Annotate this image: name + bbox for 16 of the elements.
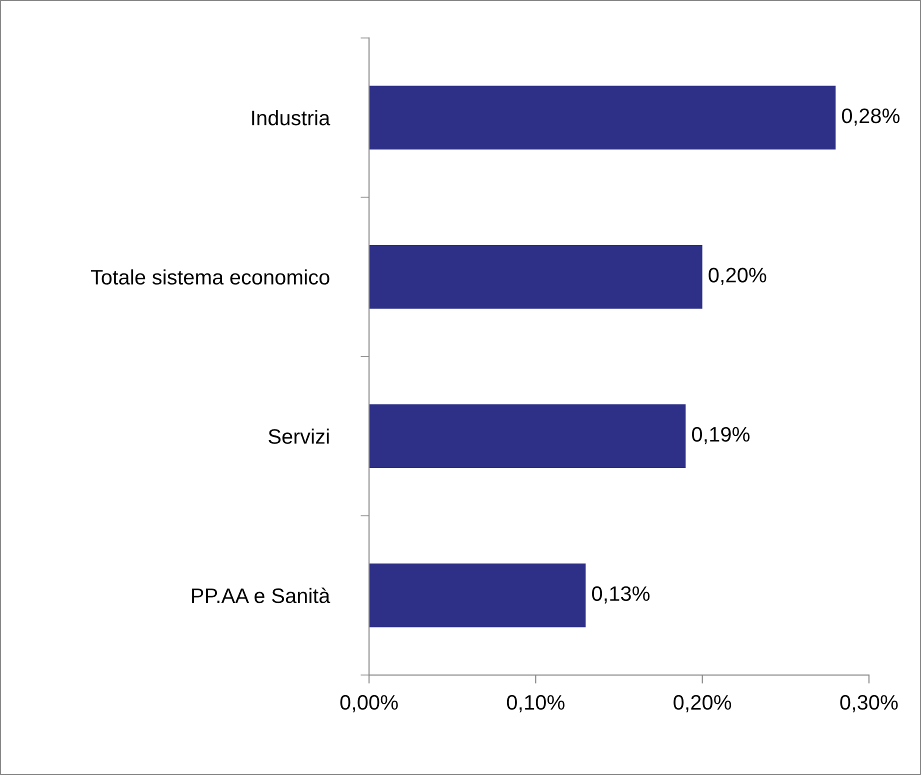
x-tick-label: 0,10% (506, 695, 564, 712)
bar (369, 245, 702, 309)
y-tick-label: Totale sistema economico (90, 269, 330, 285)
x-tick-label: 0,00% (340, 695, 398, 712)
bar (369, 404, 686, 468)
data-label: 0,19% (692, 426, 750, 444)
x-tick-label: 0,20% (674, 695, 732, 712)
bar (369, 564, 586, 628)
y-tick-label: Industria (252, 110, 330, 126)
y-tick-label: PP.AA e Sanità (192, 588, 330, 604)
x-tick-label: 0,30% (840, 695, 898, 712)
data-label: 0,28% (842, 108, 900, 126)
y-tick-label: Servizi (268, 428, 329, 444)
data-label: 0,20% (708, 268, 766, 285)
bar (369, 86, 836, 150)
data-label: 0,13% (592, 586, 650, 604)
